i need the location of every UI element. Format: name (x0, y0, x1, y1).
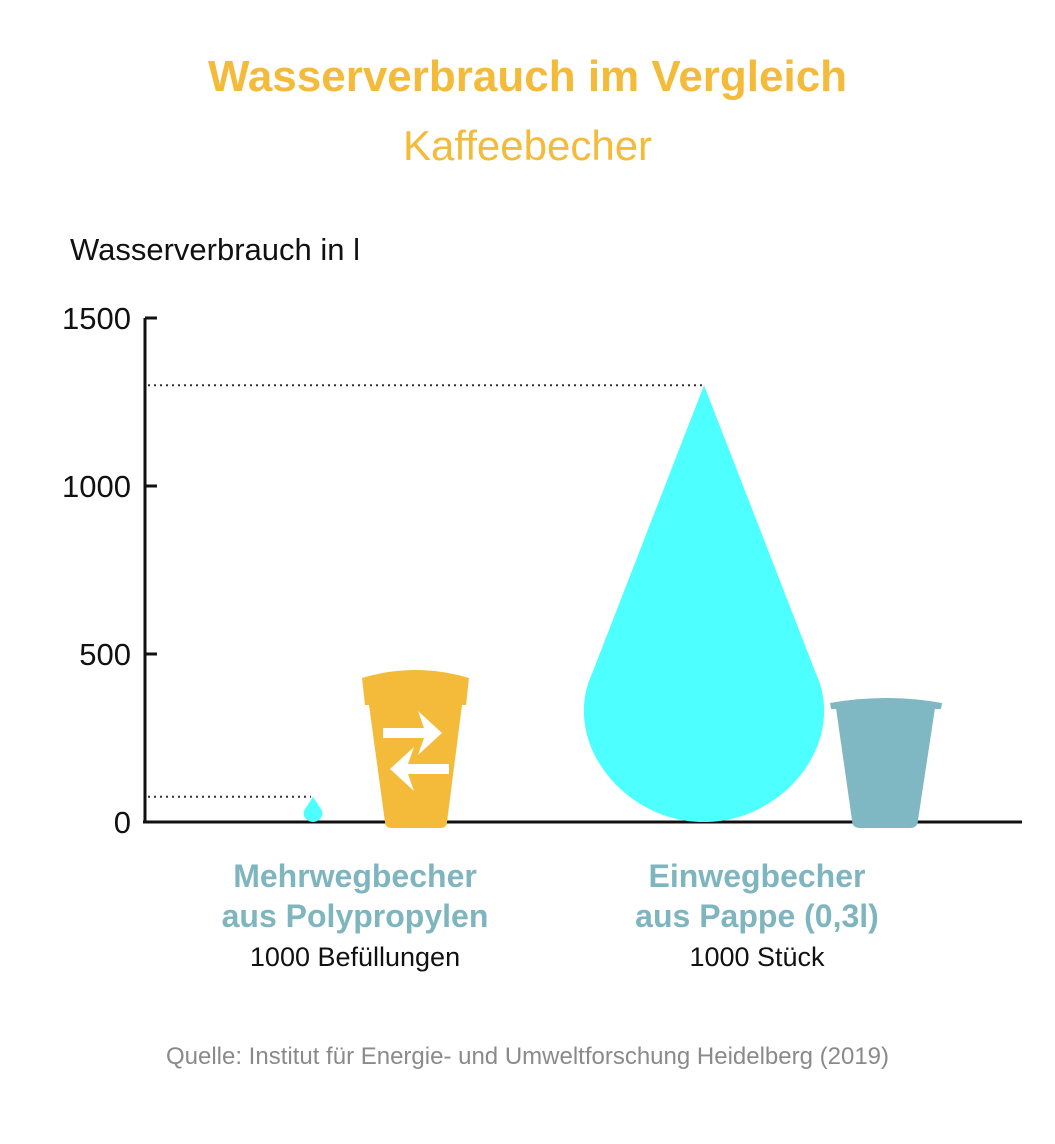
y-axis-label: Wasserverbrauch in l (70, 232, 361, 267)
category-name-line2: aus Pappe (0,3l) (635, 898, 879, 934)
source-note: Quelle: Institut für Energie- und Umwelt… (165, 1043, 890, 1070)
category-name-line1: Mehrwegbecher (233, 858, 477, 894)
category-note: 1000 Befüllungen (249, 942, 461, 972)
chart-subtitle: Kaffeebecher (402, 122, 653, 169)
category-name-line1: Einwegbecher (648, 858, 866, 894)
chart-marks (303, 385, 942, 828)
chart-title: Wasserverbrauch im Vergleich (207, 52, 848, 101)
category-label-reusable: Mehrwegbecher aus Polypropylen 1000 Befü… (165, 856, 545, 973)
y-tick-label: 0 (114, 805, 131, 840)
y-tick-label: 1000 (62, 469, 131, 504)
y-tick-label: 1500 (62, 301, 131, 336)
paper-cup-icon (830, 698, 942, 828)
y-tick-label: 500 (79, 637, 131, 672)
category-label-paper: Einwegbecher aus Pappe (0,3l) 1000 Stück (567, 856, 947, 973)
category-note: 1000 Stück (689, 942, 825, 972)
water-drop-icon (583, 385, 825, 822)
value-guides (148, 384, 702, 798)
water-drop-icon (303, 796, 323, 822)
category-name-line2: aus Polypropylen (221, 898, 489, 934)
recycle-arrows-icon (383, 711, 449, 791)
y-ticks: 0 500 1000 1500 (62, 301, 157, 840)
reusable-cup-icon (362, 670, 469, 828)
